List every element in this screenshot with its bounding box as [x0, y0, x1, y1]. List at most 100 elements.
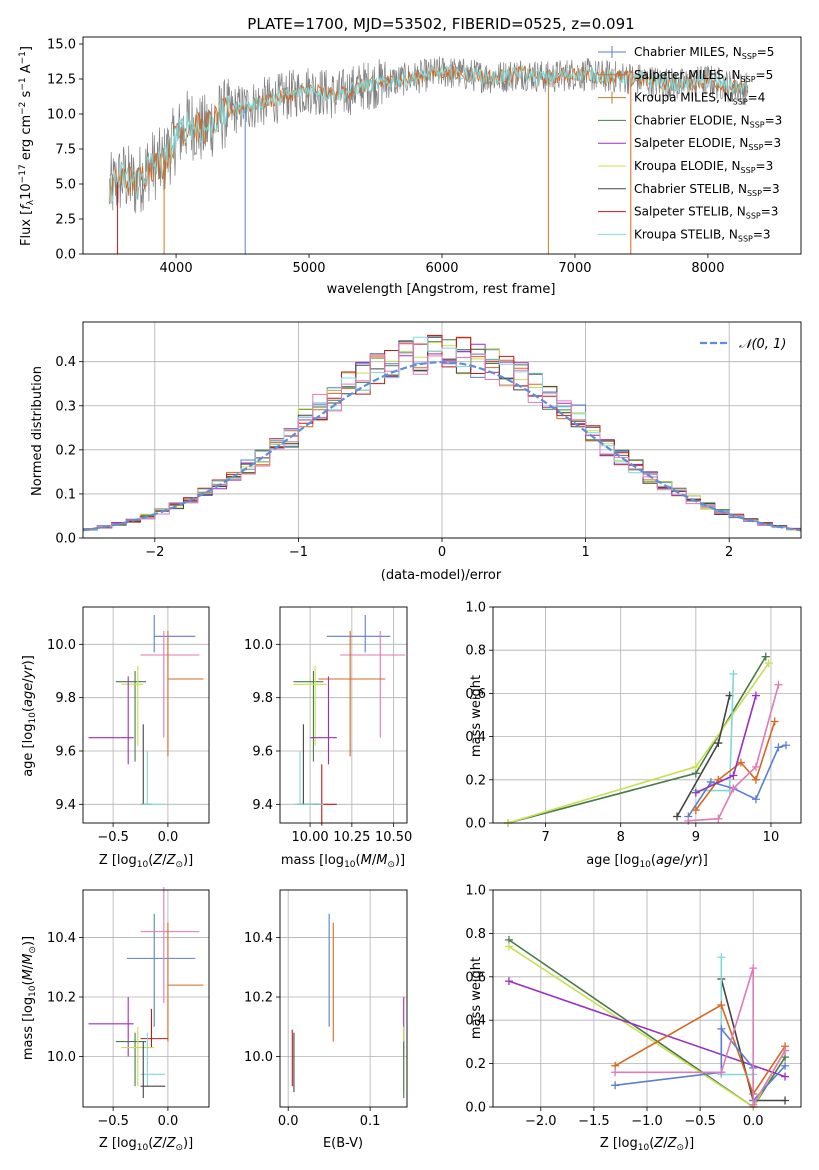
x-tick-label: −1.0	[631, 1114, 663, 1129]
massz-ylabel: mass [log10(M/M⊙)]	[21, 936, 38, 1060]
x-tick-label: 0.0	[158, 1114, 179, 1129]
axes-frame	[279, 606, 408, 824]
spectrum-model-kroupa_stelib	[109, 63, 749, 204]
agem-xlabel: mass [log10(M/M⊙)]	[281, 853, 405, 870]
weight-marker-chabrier_miles	[774, 743, 783, 752]
y-tick-label: 0.4	[465, 1014, 486, 1029]
weight-marker-pink	[611, 1068, 620, 1077]
y-tick-label: 0.1	[55, 487, 76, 502]
y-tick-label: 9.6	[55, 745, 76, 760]
legend-label: 𝒩(0, 1)	[739, 337, 786, 352]
mass-vs-metallicity-plot: −0.5 0.0 10.0 10.2 10.4	[47, 887, 210, 1129]
hist-ylabel: Normed distribution	[30, 366, 45, 496]
weight-marker-kroupa_stelib	[717, 953, 726, 962]
x-tick-label: 6000	[425, 261, 458, 276]
age-vs-metallicity-plot: −0.5 0.0 9.4 9.6 9.8 10.0	[47, 606, 210, 845]
y-tick-label: 0.2	[465, 1057, 486, 1072]
weight-marker-chabrier_miles	[611, 1081, 620, 1090]
weight-marker-kroupa_elodie	[764, 659, 773, 668]
massebv-xlabel: E(B-V)	[323, 1136, 363, 1151]
weight-vs-metallicity-plot: −2.0 −1.5 −1.0 −0.5 0.0 0.0 0.2 0.4 0.6 0.8 1.0	[465, 884, 802, 1129]
legend-label: Salpeter STELIB, NSSP=3	[634, 205, 778, 221]
axes-frame	[82, 889, 210, 1108]
y-tick-label: 10.2	[47, 991, 76, 1006]
weight-line-salpeter_elodie	[508, 980, 786, 1078]
y-tick-label: 1.0	[465, 601, 486, 616]
axes-frame	[82, 606, 210, 824]
y-tick-label: 0.0	[55, 248, 76, 263]
x-tick-label: −0.5	[97, 1114, 129, 1129]
y-tick-label: 0.6	[465, 970, 486, 985]
y-tick-label: 10.4	[244, 931, 273, 946]
y-tick-label: 10.0	[244, 1050, 273, 1065]
weight-marker-pink	[781, 1046, 790, 1055]
weight-marker-chabrier_miles	[706, 777, 715, 786]
legend-label: Salpeter ELODIE, NSSP=3	[634, 136, 781, 152]
y-tick-label: 5.0	[55, 178, 76, 193]
x-tick-label: 0	[438, 545, 446, 560]
x-tick-label: 10.25	[333, 830, 370, 845]
x-tick-label: −2.0	[525, 1114, 557, 1129]
y-tick-label: 9.8	[55, 691, 76, 706]
y-tick-label: 0.8	[465, 644, 486, 659]
y-tick-label: 15.0	[47, 38, 76, 53]
spectrum-ylabel: Flux [fλ10−17 erg cm−2 s−1 A−1]	[18, 46, 36, 246]
x-tick-label: 10	[763, 830, 780, 845]
y-tick-label: 12.5	[47, 73, 76, 88]
y-tick-label: 7.5	[55, 143, 76, 158]
x-tick-label: 8	[617, 830, 625, 845]
weight-marker-salpeter_miles	[770, 717, 779, 726]
x-tick-label: −0.5	[684, 1114, 716, 1129]
y-tick-label: 0.8	[465, 927, 486, 942]
weight-marker-chabrier_stelib	[673, 812, 682, 821]
x-tick-label: 9	[692, 830, 700, 845]
y-tick-label: 10.0	[47, 638, 76, 653]
axes-frame	[82, 321, 802, 539]
weight-marker-pink	[774, 680, 783, 689]
x-tick-label: 0.0	[158, 830, 179, 845]
x-tick-label: 7	[541, 830, 549, 845]
y-tick-label: 0.4	[465, 730, 486, 745]
normal-curve	[83, 360, 801, 532]
x-tick-label: 5000	[292, 261, 325, 276]
weight-marker-salpeter_elodie	[729, 771, 738, 780]
weight-vs-age-plot: 7 8 9 10 0.0 0.2 0.4 0.6 0.8 1.0	[465, 601, 802, 845]
agez-xlabel: Z [log10(Z/Z⊙)]	[99, 853, 193, 870]
y-tick-label: 9.4	[252, 798, 273, 813]
y-tick-label: 9.8	[252, 691, 273, 706]
histogram-steps	[83, 334, 801, 533]
legend-label: Kroupa MILES, NSSP=4	[634, 91, 765, 107]
chart-title: PLATE=1700, MJD=53502, FIBERID=0525, z=0…	[247, 15, 634, 33]
weight-marker-chabrier_stelib	[714, 739, 723, 748]
weight-marker-pink	[729, 784, 738, 793]
spectrum-plot: 4000 5000 6000 7000 8000 0.0 2.5 5.0 7.5 10.0 12.5…	[47, 36, 802, 276]
weight-marker-salpeter_miles	[736, 758, 745, 767]
x-tick-label: 10.00	[291, 830, 328, 845]
mass-vs-ebv-plot: 0.0 0.1 10.0 10.2 10.4	[244, 889, 408, 1129]
x-tick-label: 8000	[691, 261, 724, 276]
weight-marker-chabrier_miles	[717, 1024, 726, 1033]
x-tick-label: 1	[581, 545, 589, 560]
legend-label: Salpeter MILES, NSSP=5	[634, 68, 773, 84]
y-tick-label: 0.4	[55, 355, 76, 370]
x-tick-label: −0.5	[97, 830, 129, 845]
weight-marker-salpeter_miles	[751, 775, 760, 784]
y-tick-label: 10.0	[47, 1050, 76, 1065]
axes-frame	[82, 36, 802, 255]
weight-marker-chabrier_miles	[751, 795, 760, 804]
y-tick-label: 1.0	[465, 884, 486, 899]
legend-label: Chabrier ELODIE, NSSP=3	[634, 113, 782, 129]
wage-ylabel: mass weight	[469, 675, 484, 757]
axes-frame	[492, 889, 802, 1108]
y-tick-label: 10.2	[244, 991, 273, 1006]
spectrum-traces	[109, 56, 749, 254]
x-tick-label: 0.1	[360, 1114, 381, 1129]
weight-marker-pink	[749, 1100, 758, 1109]
y-tick-label: 0.0	[465, 1101, 486, 1116]
axes-frame	[492, 606, 802, 824]
weight-marker-pink	[751, 762, 760, 771]
x-tick-label: 4000	[160, 261, 193, 276]
weight-marker-pink	[749, 964, 758, 973]
y-tick-label: 10.0	[47, 108, 76, 123]
wz-xlabel: Z [log10(Z/Z⊙)]	[600, 1136, 694, 1153]
